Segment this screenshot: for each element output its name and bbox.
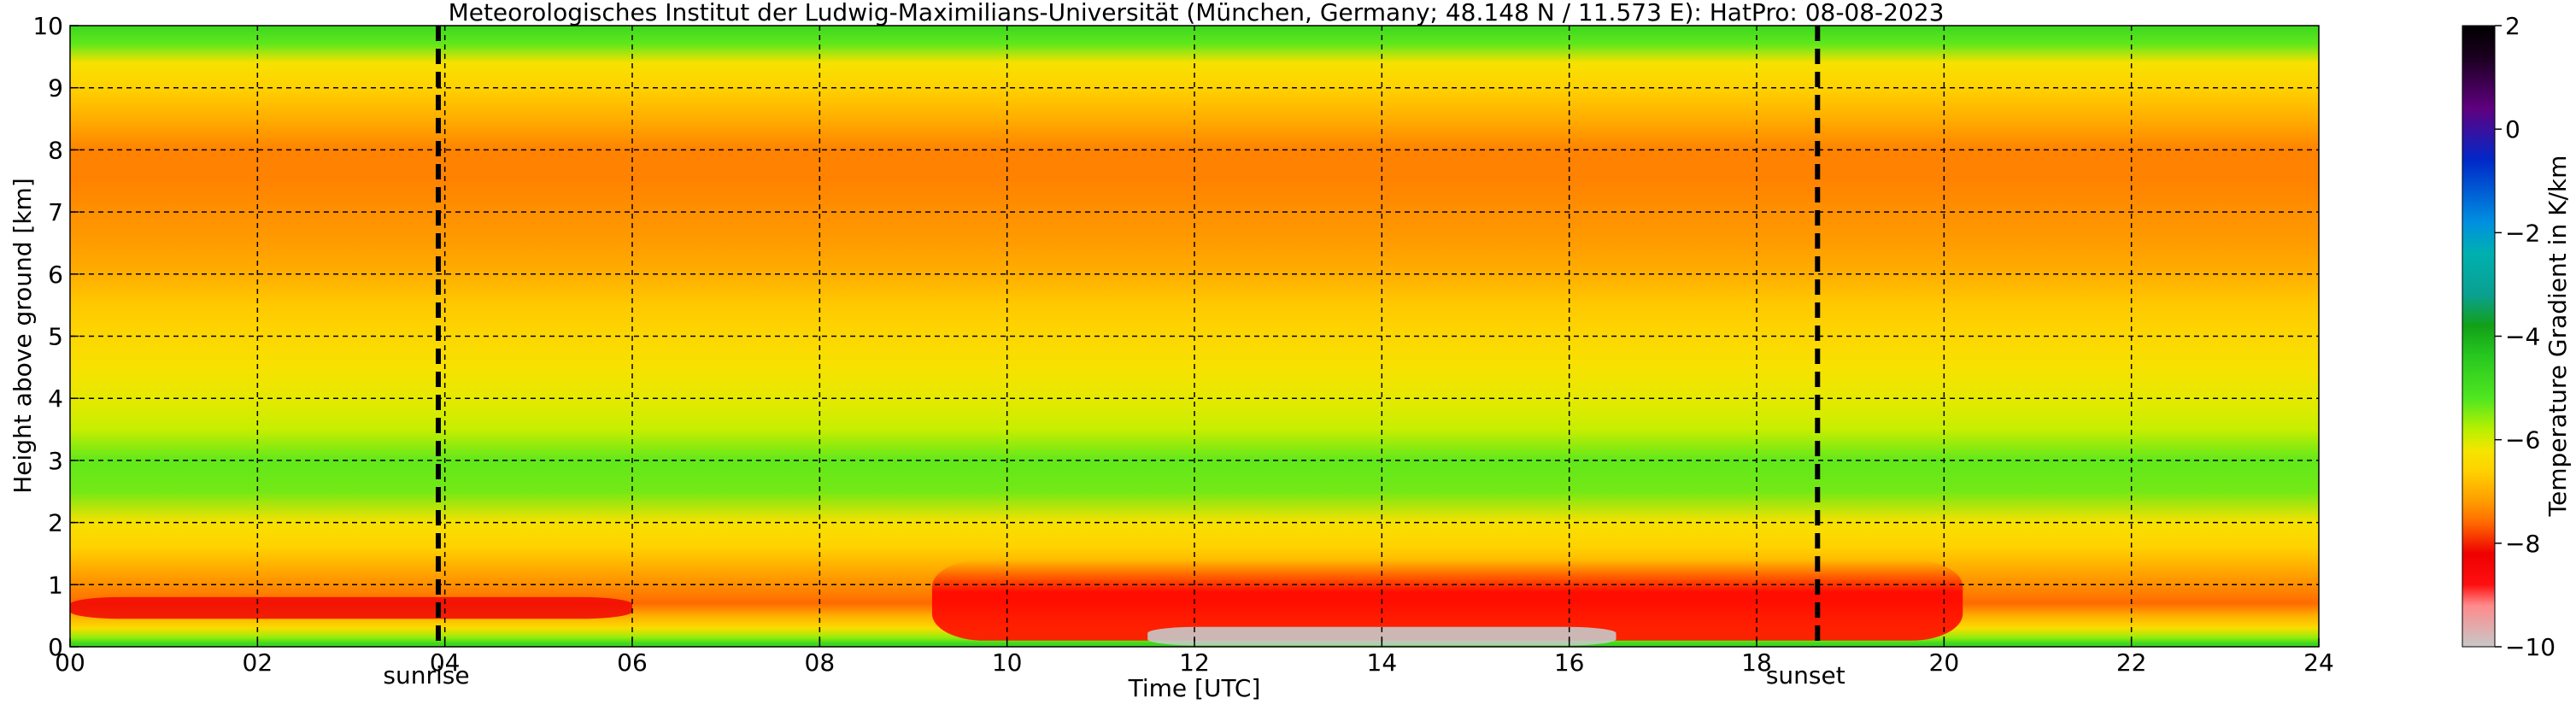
colorbar (2462, 25, 2496, 648)
x-tick-label: 02 (243, 648, 273, 677)
y-tick-label: 6 (48, 261, 63, 289)
y-tick-label: 8 (48, 136, 63, 164)
y-axis-ticks: 0 1 2 3 4 5 6 7 8 9 10 (32, 12, 79, 661)
x-axis-label: Time [UTC] (1128, 674, 1261, 702)
event-lines (435, 26, 1821, 647)
y-tick-label: 4 (48, 384, 63, 413)
heatmap-feature (70, 596, 632, 619)
x-tick-label: 16 (1554, 648, 1585, 677)
x-tick-label: 14 (1367, 648, 1398, 677)
heatmap-features (70, 560, 1963, 646)
y-tick-label: 3 (48, 447, 63, 475)
y-tick-label: 7 (48, 198, 63, 226)
y-tick-label: 9 (48, 74, 63, 103)
x-tick-label: 20 (1929, 648, 1960, 677)
colorbar-tick-label: −8 (2505, 530, 2540, 558)
event-label-sunrise: sunrise (383, 661, 469, 689)
colorbar-tick-label: −10 (2505, 633, 2555, 661)
y-tick-label: 10 (32, 12, 63, 40)
x-tick-label: 06 (617, 648, 648, 677)
x-axis-ticks: 00 02 04 06 08 10 12 14 16 18 20 22 24 (55, 638, 2334, 677)
x-tick-label: 24 (2303, 648, 2334, 677)
colorbar-tick-label: 0 (2505, 115, 2520, 144)
x-tick-label: 04 (430, 648, 461, 677)
x-tick-label: 12 (1179, 648, 1210, 677)
x-tick-label: 10 (992, 648, 1023, 677)
colorbar-tick-label: −4 (2505, 323, 2540, 351)
y-tick-label: 1 (48, 571, 63, 599)
x-tick-label: 18 (1741, 648, 1772, 677)
colorbar-tick-label: −6 (2505, 426, 2540, 455)
colorbar-tick-label: 2 (2505, 12, 2520, 40)
y-tick-label: 5 (48, 323, 63, 351)
colorbar-ticks: 2 0 −2 −4 −6 −8 −10 (2495, 12, 2555, 661)
y-tick-label: 0 (48, 633, 63, 661)
x-tick-label: 22 (2116, 648, 2147, 677)
heatmap-feature (1147, 626, 1617, 646)
chart-title: Meteorologisches Institut der Ludwig-Max… (449, 0, 1945, 26)
colorbar-label: Temperature Gradient in K/km (2544, 155, 2572, 518)
x-tick-label: 00 (55, 648, 85, 677)
y-axis-label: Height above ground [km] (9, 178, 37, 494)
event-labels: sunrise sunset (383, 661, 1845, 689)
colorbar-tick-label: −2 (2505, 219, 2540, 247)
y-tick-label: 2 (48, 509, 63, 537)
heatmap-feature (931, 560, 1963, 641)
event-label-sunset: sunset (1766, 661, 1845, 689)
grid-lines (70, 26, 2319, 647)
x-tick-label: 08 (805, 648, 836, 677)
